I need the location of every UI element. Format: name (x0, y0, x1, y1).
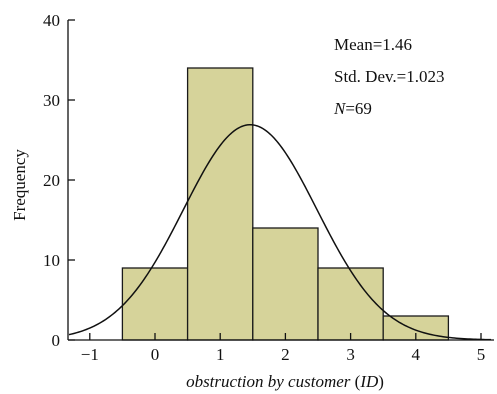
histogram-bar-3 (317, 267, 384, 341)
x-axis-label-unit: ID (359, 372, 379, 391)
stat-std-dev: Std. Dev.=1.023 (334, 67, 444, 86)
x-tick-label-1: 0 (151, 345, 160, 364)
x-axis-label-paren-close: ) (378, 372, 384, 391)
x-tick-label-5: 4 (412, 345, 421, 364)
histogram-bar-0 (121, 267, 189, 341)
histogram-bars (121, 67, 450, 341)
y-tick-label-4: 40 (43, 11, 60, 30)
x-axis-label: obstruction by customer (ID) (186, 372, 384, 391)
histogram-bar-1 (186, 67, 254, 341)
x-tick-label-3: 2 (281, 345, 290, 364)
stat-n-value: =69 (345, 99, 372, 118)
normal-distribution-curve (68, 123, 492, 341)
stat-n: N=69 (333, 99, 372, 118)
x-tick-label-2: 1 (216, 345, 225, 364)
x-tick-label-4: 3 (346, 345, 355, 364)
axes (67, 19, 494, 341)
y-axis-label: Frequency (10, 149, 29, 221)
y-tick-label-0: 0 (52, 331, 61, 350)
x-axis-label-paren-open: ( (350, 372, 360, 391)
tick-labels: 0 10 20 30 40 −1 0 1 2 3 4 5 (43, 11, 485, 364)
x-tick-label-6: 5 (477, 345, 486, 364)
x-axis-label-main: obstruction by customer (186, 372, 351, 391)
y-tick-label-2: 20 (43, 171, 60, 190)
stat-mean: Mean=1.46 (334, 35, 412, 54)
y-tick-label-3: 30 (43, 91, 60, 110)
histogram-bar-2 (252, 227, 319, 341)
y-tick-label-1: 10 (43, 251, 60, 270)
stat-n-symbol: N (333, 99, 347, 118)
x-tick-label-0: −1 (81, 345, 99, 364)
